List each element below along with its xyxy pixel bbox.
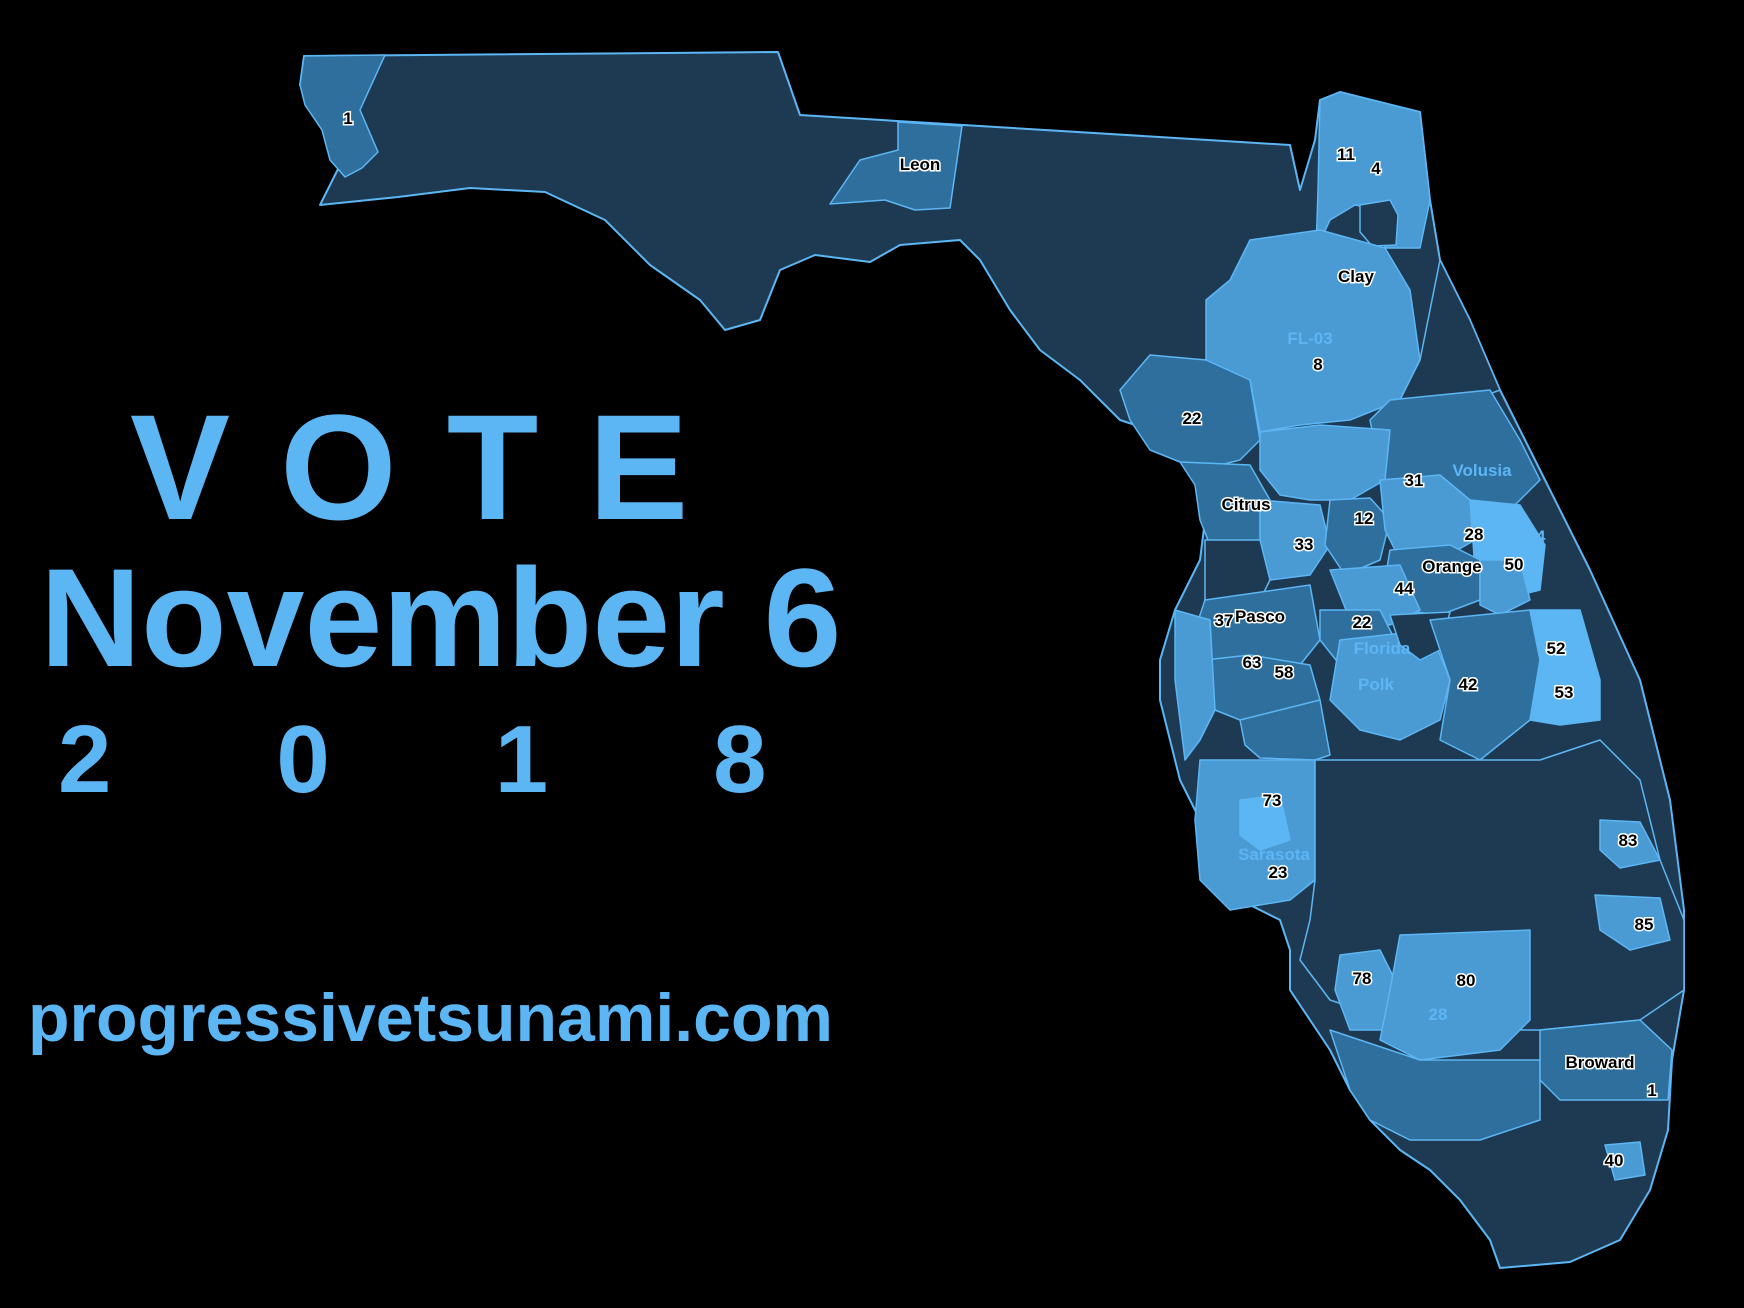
district-12 — [1324, 497, 1391, 576]
map-label: 11 — [1337, 145, 1355, 164]
map-label: 85 — [1635, 915, 1654, 934]
district-85 — [1594, 894, 1671, 951]
map-label: 53 — [1555, 683, 1574, 702]
map-label: 33 — [1295, 535, 1314, 554]
district-broward — [1539, 1019, 1673, 1101]
map-label: 58 — [1275, 663, 1294, 682]
map-label: 78 — [1353, 969, 1372, 988]
map-label: 12 — [1355, 509, 1374, 528]
map-label: 80 — [1457, 971, 1476, 990]
districts — [299, 54, 1685, 1181]
map-label: 73 — [1263, 791, 1282, 810]
district-leon — [829, 121, 963, 211]
map-label: Florida — [1354, 639, 1411, 658]
vote-heading: VOTE — [130, 383, 739, 551]
map-label: 52 — [1547, 639, 1566, 658]
website-url: progressivetsunami.com — [28, 980, 833, 1056]
district-tampa-west — [1174, 609, 1216, 761]
map-label: 22 — [1183, 409, 1202, 428]
map-label: 42 — [1459, 675, 1478, 694]
district-jacksonville-core — [1359, 199, 1399, 247]
map-label: Clay — [1338, 267, 1374, 286]
map-label: Sarasota — [1238, 845, 1310, 864]
map-label: 50 — [1505, 555, 1524, 574]
map-label: FL-03 — [1287, 329, 1332, 348]
map-label: 1 — [1647, 1081, 1656, 1100]
map-label: 40 — [1605, 1151, 1624, 1170]
district-40 — [1604, 1141, 1646, 1181]
district-52-53 — [1529, 609, 1601, 726]
map-label: Polk — [1358, 675, 1394, 694]
map-label: 37 — [1215, 611, 1234, 630]
map-label: 28 — [1429, 1005, 1448, 1024]
map-label: 14 — [1527, 527, 1546, 546]
map-label: 44 — [1395, 579, 1414, 598]
district-pasco-central-dark — [1204, 539, 1271, 601]
election-year: 2018 — [58, 706, 932, 813]
district-50 — [1479, 559, 1531, 616]
map-label: 4 — [1371, 159, 1381, 178]
district-marion-31 — [1259, 424, 1391, 501]
map-label: 83 — [1619, 831, 1638, 850]
election-date: November 6 — [40, 539, 842, 696]
map-label: 63 — [1243, 653, 1262, 672]
map-label: 28 — [1465, 525, 1484, 544]
map-label: Orange — [1422, 557, 1482, 576]
map-label: Volusia — [1452, 461, 1512, 480]
district-83 — [1599, 819, 1661, 869]
map-label: 23 — [1269, 863, 1288, 882]
district-80-28 — [1379, 929, 1531, 1061]
map-label: 1 — [343, 109, 352, 128]
map-labels: 1 Leon 11 4 Clay FL-03 8 22 Volusia 31 C… — [342, 108, 1658, 1172]
map-label: 8 — [1313, 355, 1322, 374]
map-label: Leon — [900, 155, 941, 174]
map-label: Broward — [1566, 1053, 1635, 1072]
district-clay-fl03 — [1205, 229, 1421, 433]
map-label: 31 — [1405, 471, 1424, 490]
map-label: 22 — [1353, 613, 1372, 632]
map-label: Pasco — [1235, 607, 1285, 626]
map-label: Citrus — [1221, 495, 1270, 514]
district-west-1 — [299, 54, 386, 178]
district-sarasota-core — [1239, 794, 1291, 851]
district-southwest-coast — [1329, 1029, 1541, 1141]
